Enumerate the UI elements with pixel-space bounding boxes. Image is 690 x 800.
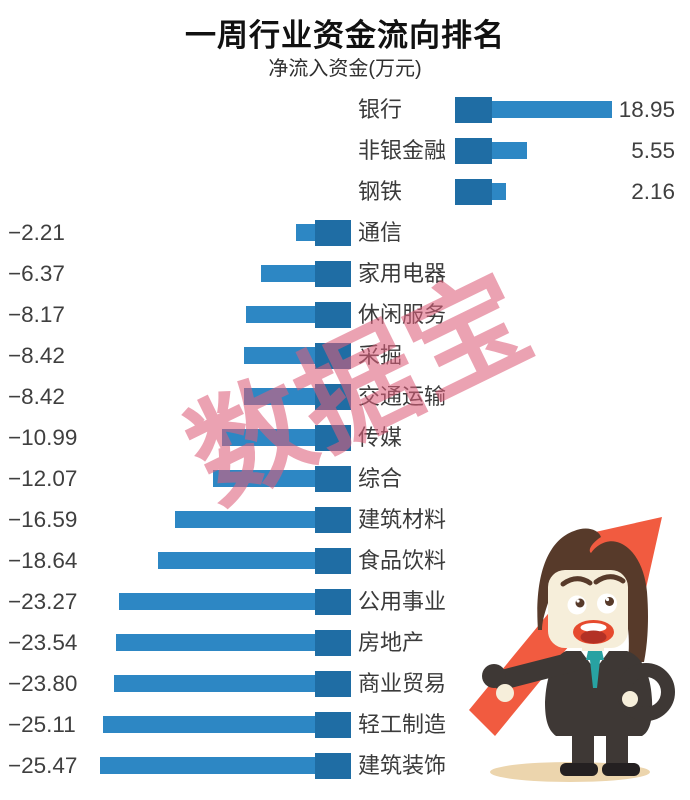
bar-base-block [315, 384, 351, 410]
bar-base-block [315, 343, 351, 369]
bar-segment [103, 716, 315, 733]
bar-segment [116, 634, 315, 651]
mascot-shoe [560, 763, 598, 776]
bar-base-block [315, 466, 351, 492]
category-label: 建筑装饰 [358, 753, 447, 778]
category-label: 非银金融 [358, 138, 447, 163]
mascot-eyebrow [593, 574, 626, 585]
bar-segment [246, 306, 315, 323]
bar-segment [296, 224, 315, 241]
category-label: 公用事业 [358, 589, 447, 614]
bar-segment [175, 511, 315, 528]
bar-segment [261, 265, 315, 282]
businessman-up-arrow-mascot [469, 517, 675, 782]
category-label: 食品饮料 [358, 548, 447, 573]
mascot-teeth [580, 623, 607, 632]
bar-base-block [315, 630, 351, 656]
bar-base-block [315, 753, 351, 779]
mascot-hand [622, 691, 638, 707]
value-label: 18.95 [618, 97, 675, 122]
category-label: 采掘 [358, 343, 403, 368]
value-label: −25.11 [8, 712, 76, 737]
category-label: 综合 [358, 466, 403, 491]
mascot-tie [586, 651, 604, 688]
mascot-arm [492, 652, 582, 690]
bar-segment [492, 101, 612, 118]
bar-segment [213, 470, 315, 487]
value-label: −16.59 [8, 507, 78, 532]
bar-base-block [315, 671, 351, 697]
category-label: 休闲服务 [358, 302, 447, 327]
bar-segment [119, 593, 315, 610]
category-label: 传媒 [358, 425, 403, 450]
bar-base-block [455, 97, 492, 123]
bar-segment [244, 347, 315, 364]
bar-segment [492, 142, 527, 159]
bar-segment [492, 183, 506, 200]
mascot-shoe [602, 763, 640, 776]
bar-base-block [315, 712, 351, 738]
category-label: 交通运输 [358, 384, 447, 409]
value-label: −8.42 [8, 343, 65, 368]
mascot-arm [617, 663, 675, 721]
bar-segment [244, 388, 315, 405]
value-label: −8.17 [8, 302, 65, 327]
bar-segment [222, 429, 315, 446]
value-label: −18.64 [8, 548, 78, 573]
bar-base-block [315, 548, 351, 574]
mascot-hand [496, 684, 514, 702]
category-label: 钢铁 [358, 179, 403, 204]
value-label: −25.47 [8, 753, 78, 778]
value-label: −23.54 [8, 630, 78, 655]
bar-base-block [315, 507, 351, 533]
chart-unit-label: 净流入资金(万元) [268, 58, 422, 80]
category-label: 房地产 [358, 630, 425, 655]
chart-title: 一周行业资金流向排名 [185, 18, 505, 53]
category-label: 银行 [358, 97, 403, 122]
bar-base-block [315, 425, 351, 451]
bar-base-block [315, 302, 351, 328]
mascot-eyebrow [560, 576, 593, 587]
category-label: 家用电器 [358, 261, 447, 286]
category-label: 通信 [358, 220, 403, 245]
mascot-eye-glint [605, 597, 610, 602]
category-label: 商业贸易 [358, 671, 447, 696]
mascot-pupil [605, 597, 614, 606]
value-label: −8.42 [8, 384, 65, 409]
mascot-leg [572, 726, 594, 768]
category-label: 轻工制造 [358, 712, 447, 737]
bar-base-block [315, 589, 351, 615]
bar-base-block [455, 179, 492, 205]
value-label: −23.27 [8, 589, 78, 614]
value-label: 2.16 [631, 179, 675, 204]
bar-segment [114, 675, 315, 692]
mascot-mouth-inner [580, 630, 607, 644]
mascot-neck [582, 644, 604, 654]
bar-segment [158, 552, 315, 569]
mascot-leg [606, 726, 628, 768]
bar-base-block [315, 261, 351, 287]
mascot-eye-glint [576, 599, 580, 603]
value-label: 5.55 [631, 138, 675, 163]
bar-base-block [455, 138, 492, 164]
value-label: −23.80 [8, 671, 78, 696]
category-label: 建筑材料 [358, 507, 447, 532]
bar-base-block [315, 220, 351, 246]
mascot-pupil [575, 598, 585, 608]
bar-segment [100, 757, 315, 774]
value-label: −6.37 [8, 261, 65, 286]
mascot-mitten [482, 664, 506, 688]
value-label: −10.99 [8, 425, 78, 450]
value-label: −2.21 [8, 220, 65, 245]
value-label: −12.07 [8, 466, 78, 491]
mascot-hair [537, 528, 648, 662]
